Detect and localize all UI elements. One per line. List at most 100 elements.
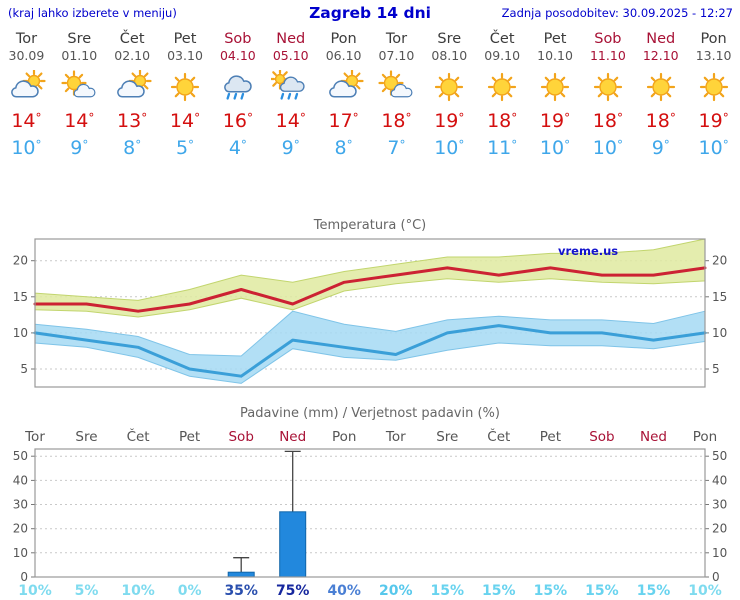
day-date: 03.10: [167, 48, 203, 63]
svg-text:0%: 0%: [178, 583, 202, 599]
high-temp-value: 19: [434, 110, 459, 132]
low-temp-value: 9: [70, 136, 83, 159]
degree-symbol: °: [663, 137, 670, 152]
svg-text:Sre: Sre: [75, 429, 97, 445]
day-name: Sre: [437, 31, 462, 47]
svg-text:20: 20: [13, 254, 28, 268]
forecast-day: Ned 12.10 18° 9°: [634, 26, 687, 178]
degree-symbol: °: [458, 137, 465, 152]
degree-symbol: °: [405, 111, 412, 125]
day-date: 06.10: [325, 48, 362, 63]
svg-text:20: 20: [712, 522, 727, 536]
temp-plot-frame: [34, 238, 706, 388]
high-temp: 19°: [699, 111, 729, 132]
svg-text:Pon: Pon: [332, 429, 356, 445]
svg-text:20: 20: [13, 522, 28, 536]
forecast-day: Ned 05.10 14° 9°: [264, 26, 317, 178]
forecast-day: Pon 06.10 17° 8°: [317, 26, 370, 178]
day-name: Sre: [67, 31, 92, 47]
high-temp-value: 14: [169, 110, 195, 132]
svg-text:30: 30: [712, 498, 727, 512]
forecast-day: Pon 13.10 19° 10°: [687, 26, 740, 178]
svg-text:Ned: Ned: [279, 429, 306, 445]
svg-text:Tor: Tor: [385, 429, 406, 445]
day-date: 07.10: [378, 48, 415, 63]
high-temp: 14°: [11, 111, 41, 132]
svg-text:50: 50: [13, 449, 28, 463]
forecast-day: Sre 08.10 19° 10°: [423, 26, 476, 178]
day-name: Tor: [15, 31, 38, 47]
low-temp-value: 9: [281, 136, 294, 159]
temp-chart-title: Temperatura (°C): [313, 218, 426, 233]
degree-symbol: °: [35, 137, 42, 152]
low-temp-value: 11: [487, 136, 512, 159]
precip-day-labels: Tor Sre Čet Pet Sob Ned Pon Tor Sre Čet Pet Sob Ned P…: [24, 427, 717, 445]
precipitation-chart: Padavine (mm) / Verjetnost padavin (%) To…: [13, 406, 728, 599]
low-temp: 4°: [229, 137, 247, 159]
day-name: Pon: [330, 31, 357, 47]
menu-note: (kraj lahko izberete v meniju): [8, 6, 177, 20]
high-temp: 14°: [276, 111, 306, 132]
low-temp-value: 5: [175, 136, 189, 159]
degree-symbol: °: [293, 137, 300, 152]
svg-text:10%: 10%: [688, 583, 722, 599]
day-name: Ned: [276, 31, 306, 47]
watermark: vreme.us: [558, 244, 618, 258]
weather-icon: [376, 70, 416, 104]
weather-icon: [588, 70, 628, 104]
degree-symbol: °: [299, 111, 306, 125]
high-temp: 18°: [487, 111, 517, 132]
degree-symbol: °: [35, 111, 42, 125]
svg-text:Ned: Ned: [640, 429, 667, 445]
svg-text:10%: 10%: [121, 583, 155, 599]
svg-text:40: 40: [712, 473, 727, 487]
day-name: Sob: [594, 31, 622, 47]
svg-text:40%: 40%: [327, 583, 361, 599]
svg-text:10%: 10%: [18, 583, 52, 599]
degree-symbol: °: [88, 111, 95, 125]
high-temp: 14°: [170, 111, 200, 132]
day-date: 09.10: [484, 48, 521, 63]
degree-symbol: °: [194, 111, 201, 125]
high-temp-value: 17: [328, 110, 353, 132]
low-temp: 10°: [11, 136, 42, 159]
low-temp-value: 10: [539, 136, 565, 159]
temp-line-0: [33, 266, 707, 313]
high-temp: 17°: [328, 111, 358, 132]
high-temp-value: 19: [698, 110, 723, 132]
degree-symbol: °: [564, 137, 571, 152]
svg-text:35%: 35%: [224, 583, 258, 599]
low-temp: 9°: [281, 136, 300, 159]
high-temp-value: 14: [11, 110, 36, 132]
day-name: Tor: [385, 31, 408, 47]
forecast-day: Pet 03.10 14° 5°: [159, 26, 212, 178]
svg-text:Sob: Sob: [228, 429, 253, 445]
low-temp-value: 10: [11, 136, 36, 159]
svg-text:10: 10: [712, 546, 727, 560]
svg-text:Sob: Sob: [589, 429, 614, 445]
weather-icon: [694, 70, 734, 104]
low-temp: 8°: [335, 137, 353, 159]
precip-plot-frame: [34, 448, 706, 578]
svg-text:10: 10: [13, 546, 28, 560]
low-temp: 9°: [652, 137, 670, 159]
degree-symbol: °: [240, 137, 247, 152]
high-temp-value: 16: [222, 110, 247, 132]
degree-symbol: °: [135, 137, 142, 152]
high-temp: 14°: [64, 111, 94, 132]
weather-icon: [165, 70, 205, 104]
low-temp-value: 7: [387, 136, 400, 159]
degree-symbol: °: [722, 137, 729, 152]
last-updated-text: Zadnja posodobitev: 30.09.2025 - 12:27: [501, 6, 733, 20]
high-temp: 18°: [593, 111, 623, 132]
degree-symbol: °: [399, 137, 406, 152]
forecast-day: Sob 04.10 16° 4°: [211, 26, 264, 178]
svg-text:15: 15: [13, 290, 28, 304]
low-temp: 5°: [175, 136, 194, 159]
day-name: Pon: [700, 31, 727, 47]
page-title: Zagreb 14 dni: [309, 4, 431, 22]
forecast-day: Čet 02.10 13° 8°: [106, 26, 159, 178]
precip-prob-labels: 10% 5% 10% 0% 35% 75% 40% 20% 15% 15% 15% 15% 15% 10%: [18, 583, 722, 599]
degree-symbol: °: [616, 111, 623, 125]
svg-text:5: 5: [20, 362, 28, 376]
